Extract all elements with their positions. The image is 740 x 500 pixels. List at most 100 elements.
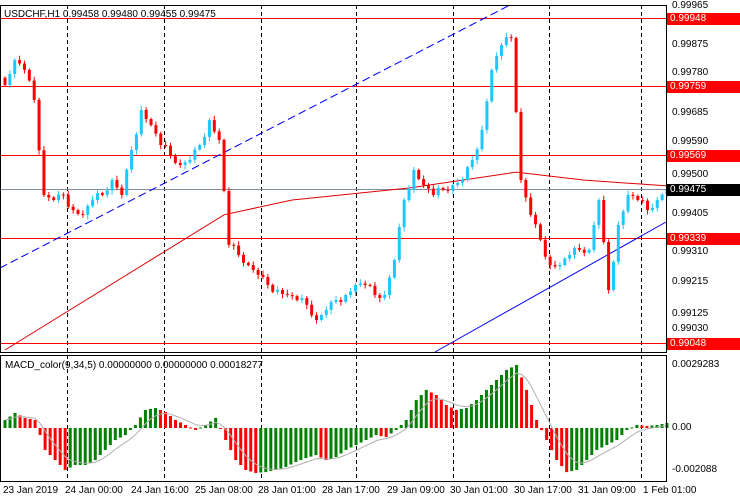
candle-bullish	[13, 60, 17, 74]
macd-histogram-bar	[38, 428, 42, 435]
macd-histogram-bar	[279, 428, 283, 469]
candle-bearish	[227, 190, 231, 245]
trendline-solid[interactable]	[434, 221, 667, 353]
macd-axis-max: 0.0029283	[672, 359, 720, 370]
candle-bullish	[475, 149, 479, 160]
trendline-dashed[interactable]	[0, 4, 511, 269]
candle-bullish	[621, 211, 625, 225]
candle-bullish	[334, 300, 338, 303]
candle-bullish	[592, 224, 596, 250]
macd-histogram-bar	[78, 428, 82, 466]
macd-histogram-bar	[489, 384, 493, 428]
macd-histogram-bar	[555, 428, 559, 461]
candle-bearish	[368, 284, 372, 286]
macd-histogram-bar	[304, 428, 308, 459]
price-axis-label: 0.99310	[672, 246, 709, 257]
level-price-tag: 0.99339	[667, 232, 740, 245]
candle-bearish	[52, 197, 56, 200]
candle-bearish	[548, 256, 552, 266]
macd-histogram-bar	[269, 428, 273, 472]
macd-histogram-bar	[630, 427, 634, 429]
candle-bearish	[47, 194, 51, 198]
macd-histogram-bar	[530, 404, 534, 428]
candle-bearish	[373, 285, 377, 296]
macd-histogram-bar	[169, 416, 172, 428]
candle-bullish	[597, 199, 601, 225]
macd-histogram-bar	[108, 428, 112, 445]
macd-histogram-bar	[560, 428, 564, 467]
time-axis-label: 28 Jan 01:00	[258, 485, 316, 496]
candle-bullish	[183, 162, 187, 165]
macd-histogram-bar	[474, 400, 478, 428]
macd-histogram-bar	[294, 428, 298, 462]
ohlc-values: 0.99458 0.99480 0.99455 0.99475	[62, 9, 216, 20]
macd-histogram-bar	[500, 374, 503, 428]
macd-histogram-bar	[585, 428, 589, 461]
symbol-title: USDCHF,H1 0.99458 0.99480 0.99455 0.9947…	[4, 9, 216, 21]
macd-title: MACD_color(9,34,5) 0.00000000 0.00000000…	[5, 360, 263, 371]
macd-histogram-bar	[655, 424, 659, 428]
macd-histogram-bar	[133, 424, 137, 428]
price-axis-label: 0.99125	[672, 308, 709, 319]
candle-bullish	[203, 136, 207, 146]
candle-bearish	[266, 276, 270, 285]
candle-bullish	[105, 190, 109, 195]
macd-histogram-bar	[329, 428, 333, 459]
macd-histogram-bar	[540, 428, 544, 431]
macd-histogram-bar	[324, 428, 328, 461]
macd-histogram-bar	[179, 422, 183, 428]
candle-bearish	[27, 69, 31, 81]
macd-histogram-bar	[123, 428, 127, 436]
candle-bullish	[130, 150, 134, 170]
macd-histogram-bar	[419, 394, 423, 428]
macd-histogram-bar	[199, 427, 203, 429]
candle-bearish	[538, 224, 542, 240]
macd-histogram-bar	[645, 426, 649, 428]
candle-bearish	[378, 295, 382, 298]
candle-bearish	[232, 244, 236, 246]
macd-histogram-bar	[525, 389, 529, 428]
candle-bearish	[120, 187, 124, 195]
candle-bearish	[251, 265, 255, 270]
candle-bullish	[193, 149, 197, 160]
candle-bullish	[412, 169, 416, 190]
candle-bullish	[573, 248, 577, 255]
candle-bearish	[631, 194, 635, 197]
candle-bullish	[276, 289, 280, 292]
candle-bullish	[465, 167, 469, 181]
candle-bullish	[397, 227, 401, 260]
macd-histogram-bar	[244, 428, 248, 470]
macd-histogram-bar	[153, 407, 157, 428]
macd-histogram-bar	[484, 389, 488, 428]
macd-histogram-bar	[349, 428, 353, 448]
macd-histogram-bar	[249, 428, 253, 472]
candle-bearish	[42, 150, 46, 195]
candle-bearish	[446, 189, 450, 191]
macd-histogram-bar	[464, 407, 468, 428]
candle-bearish	[441, 188, 445, 190]
macd-histogram-bar	[33, 420, 37, 428]
candle-bearish	[81, 213, 85, 215]
macd-histogram-bar	[635, 424, 639, 428]
candle-bearish	[76, 210, 80, 214]
macd-histogram-bar	[404, 420, 408, 428]
macd-histogram-bar	[28, 418, 32, 428]
macd-histogram-bar	[93, 428, 97, 461]
macd-histogram-bar	[309, 428, 313, 457]
candle-bearish	[529, 197, 533, 215]
candle-bullish	[300, 298, 304, 301]
candle-bullish	[8, 73, 12, 86]
macd-histogram-bar	[505, 369, 509, 428]
macd-histogram-bar	[600, 428, 604, 448]
time-axis-label: 30 Jan 17:00	[514, 485, 572, 496]
price-axis-label: 0.99405	[672, 208, 709, 219]
level-price-tag: 0.99948	[667, 12, 740, 25]
macd-histogram-bar	[454, 409, 458, 428]
candle-bearish	[100, 193, 104, 195]
macd-histogram-bar	[184, 424, 188, 428]
candle-bearish	[315, 315, 319, 320]
level-price-tag: 0.99759	[667, 80, 740, 93]
macd-histogram-bar	[354, 428, 358, 445]
